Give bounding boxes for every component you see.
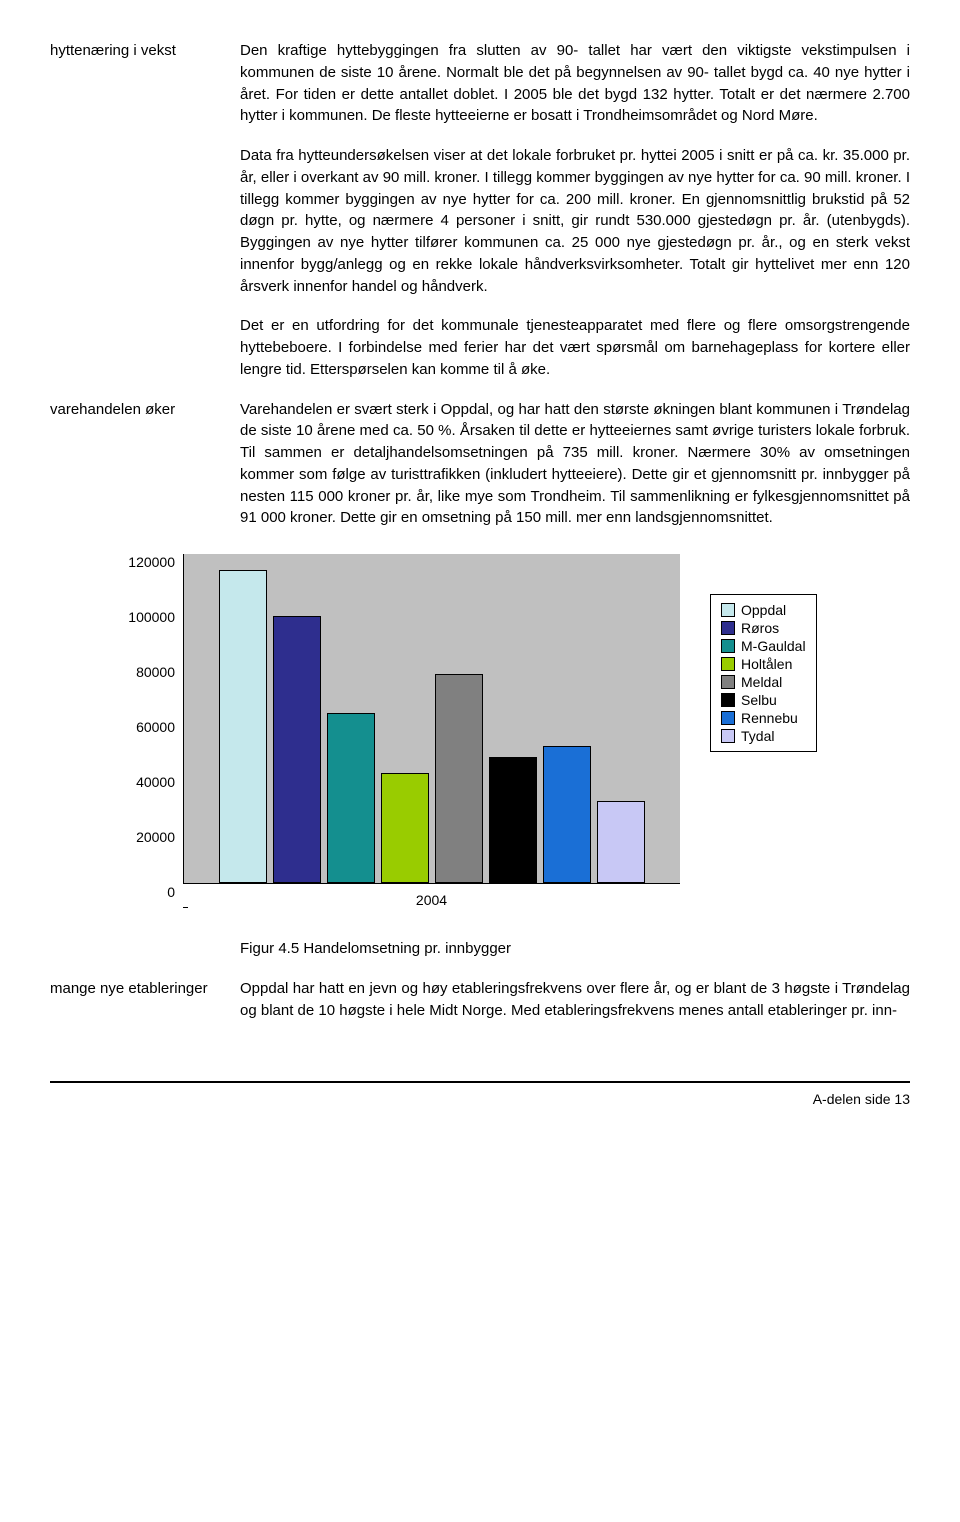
y-tick-label: 60000 bbox=[136, 719, 175, 735]
paragraph: Det er en utfordring for det kommunale t… bbox=[240, 315, 910, 380]
bar-meldal bbox=[435, 674, 483, 883]
legend-item: Oppdal bbox=[721, 601, 806, 619]
bar-røros bbox=[273, 616, 321, 883]
y-tick-label: 80000 bbox=[136, 664, 175, 680]
legend-swatch bbox=[721, 603, 735, 617]
y-tick-label: 20000 bbox=[136, 829, 175, 845]
legend-swatch bbox=[721, 711, 735, 725]
section-heading-varehandel: varehandelen øker bbox=[50, 399, 240, 530]
y-tick-label: 0 bbox=[167, 884, 175, 900]
legend-item: Rennebu bbox=[721, 709, 806, 727]
bar-holtålen bbox=[381, 773, 429, 883]
legend-label: Holtålen bbox=[741, 656, 792, 672]
legend-label: Røros bbox=[741, 620, 779, 636]
legend-label: Rennebu bbox=[741, 710, 798, 726]
spacer bbox=[50, 145, 240, 297]
spacer bbox=[50, 315, 240, 380]
legend-swatch bbox=[721, 657, 735, 671]
legend-label: Oppdal bbox=[741, 602, 786, 618]
page-footer: A-delen side 13 bbox=[50, 1081, 910, 1127]
bar-tydal bbox=[597, 801, 645, 884]
bar-m-gauldal bbox=[327, 713, 375, 884]
legend-label: M-Gauldal bbox=[741, 638, 806, 654]
legend-item: Røros bbox=[721, 619, 806, 637]
legend-item: Meldal bbox=[721, 673, 806, 691]
legend-item: Selbu bbox=[721, 691, 806, 709]
y-tick-label: 40000 bbox=[136, 774, 175, 790]
legend-swatch bbox=[721, 639, 735, 653]
paragraph: Varehandelen er svært sterk i Oppdal, og… bbox=[240, 399, 910, 530]
chart-legend: Oppdal Røros M-Gauldal Holtålen Meldal Selbu R… bbox=[710, 594, 817, 752]
y-axis: 0 20000 40000 60000 80000 100000 120000 bbox=[125, 554, 183, 908]
bar-chart: 0 20000 40000 60000 80000 100000 120000 2004 O… bbox=[50, 554, 910, 908]
paragraph: Data fra hytteundersøkelsen viser at det… bbox=[240, 145, 910, 297]
legend-item: Tydal bbox=[721, 727, 806, 745]
legend-swatch bbox=[721, 729, 735, 743]
section-heading-hytte: hyttenæring i vekst bbox=[50, 40, 240, 127]
paragraph: Den kraftige hyttebyggingen fra slutten … bbox=[240, 40, 910, 127]
legend-item: Holtålen bbox=[721, 655, 806, 673]
y-tick-label: 120000 bbox=[128, 554, 175, 570]
plot-area bbox=[183, 554, 680, 884]
legend-swatch bbox=[721, 621, 735, 635]
section-heading-etableringer: mange nye etableringer bbox=[50, 978, 240, 1022]
legend-label: Tydal bbox=[741, 728, 774, 744]
legend-item: M-Gauldal bbox=[721, 637, 806, 655]
paragraph: Oppdal har hatt en jevn og høy etablerin… bbox=[240, 978, 910, 1022]
bar-oppdal bbox=[219, 570, 267, 884]
bar-selbu bbox=[489, 757, 537, 884]
figure-caption: Figur 4.5 Handelomsetning pr. innbygger bbox=[240, 938, 910, 960]
spacer bbox=[50, 938, 240, 960]
x-axis-label: 2004 bbox=[183, 892, 680, 908]
y-tick-label: 100000 bbox=[128, 609, 175, 625]
legend-swatch bbox=[721, 693, 735, 707]
legend-swatch bbox=[721, 675, 735, 689]
legend-label: Meldal bbox=[741, 674, 782, 690]
bar-rennebu bbox=[543, 746, 591, 884]
legend-label: Selbu bbox=[741, 692, 777, 708]
